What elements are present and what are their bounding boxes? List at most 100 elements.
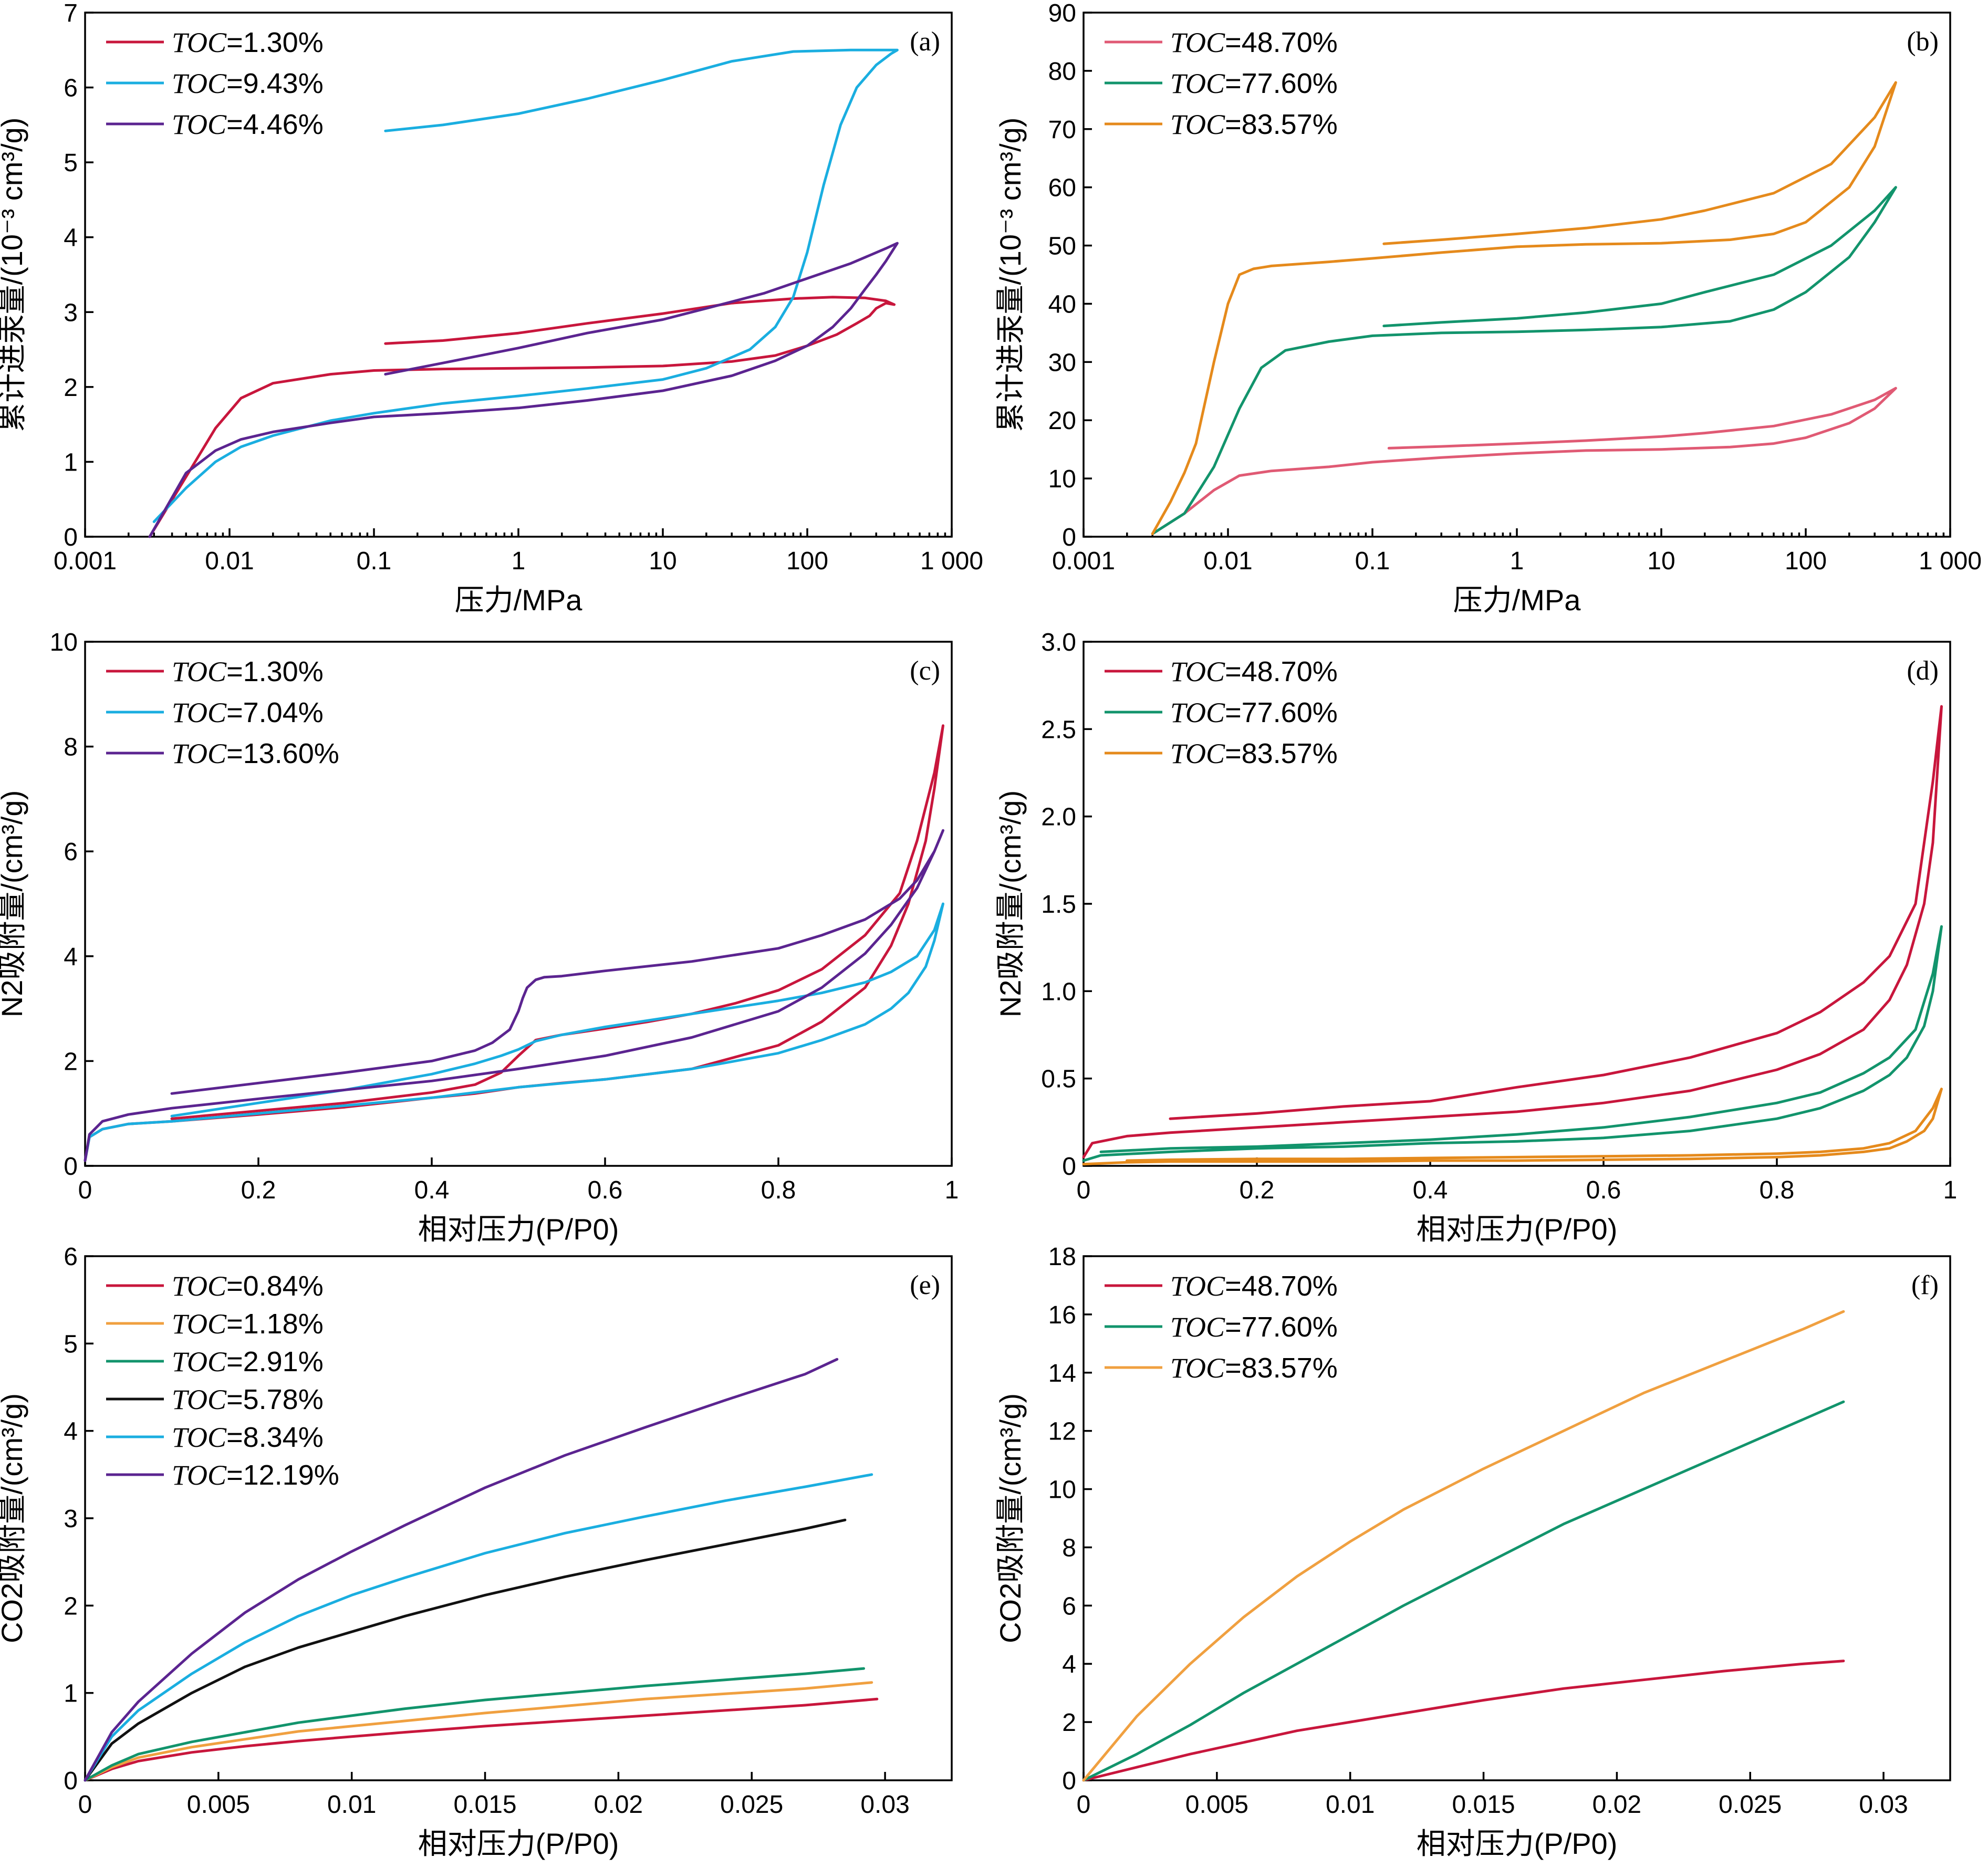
x-axis-title: 相对压力(P/P0) <box>1417 1213 1618 1246</box>
legend-entry-value: =77.60% <box>1225 1311 1338 1343</box>
x-tick-label: 0.8 <box>761 1176 796 1204</box>
y-tick-label: 60 <box>1048 174 1076 202</box>
x-tick-label: 1 <box>1510 547 1524 575</box>
x-tick-label: 0.005 <box>1185 1791 1248 1819</box>
y-tick-label: 0 <box>64 1767 78 1795</box>
x-tick-label: 10 <box>649 547 676 575</box>
legend-entry-value: =0.84% <box>226 1270 324 1302</box>
panel-label: (d) <box>1907 656 1939 686</box>
chart-panel-e: 0 0.005 0.01 0.015 0.02 0.025 0.03 0 1 2 3 4 5 6 相对压力(… <box>0 1243 953 1860</box>
y-tick-label: 10 <box>50 629 78 656</box>
x-tick-label: 0 <box>1077 1791 1091 1819</box>
x-tick-label: 0.025 <box>1719 1791 1782 1819</box>
series-line-toc-1-30- <box>148 296 896 538</box>
y-tick-label: 2 <box>64 1048 78 1076</box>
legend-entry-value: =4.46% <box>226 109 324 140</box>
x-tick-label: 1 000 <box>920 547 983 575</box>
legend-entry-prefix: TOC <box>172 738 227 769</box>
series-line-toc-77-60- <box>1082 925 1943 1162</box>
y-tick-label: 4 <box>64 224 78 252</box>
y-tick-label: 1.5 <box>1041 891 1076 919</box>
legend-entry-prefix: TOC <box>1170 109 1225 140</box>
legend-entry-prefix: TOC <box>172 1308 227 1340</box>
y-tick-label: 1 <box>64 1680 78 1708</box>
legend-entry-value: =48.70% <box>1225 656 1338 687</box>
series-line-toc-7-04- <box>84 902 944 1162</box>
y-axis-title: 累计进汞量/(10⁻³ cm³/g) <box>994 118 1027 432</box>
y-tick-label: 6 <box>64 1243 78 1271</box>
x-tick-label: 0.025 <box>720 1791 783 1819</box>
x-tick-label: 0.8 <box>1760 1176 1795 1204</box>
y-tick-label: 6 <box>64 838 78 866</box>
series-line-toc-9-43- <box>152 48 899 523</box>
x-tick-label: 0.1 <box>357 547 392 575</box>
y-tick-label: 12 <box>1048 1418 1076 1446</box>
y-tick-label: 4 <box>1062 1651 1076 1678</box>
x-tick-label: 0.02 <box>1593 1791 1641 1819</box>
y-axis-title: CO2吸附量/(cm³/g) <box>0 1393 28 1643</box>
x-tick-label: 0.01 <box>1203 547 1252 575</box>
legend-entry: TOC=48.70% <box>1170 27 1338 58</box>
series-line-toc-2-91- <box>84 1667 865 1782</box>
legend-entry-value: =2.91% <box>226 1346 324 1377</box>
x-tick-label: 0.4 <box>414 1176 450 1204</box>
legend-entry: TOC=48.70% <box>1170 656 1338 687</box>
series-line-toc-77-60- <box>1151 186 1897 535</box>
legend-entry-prefix: TOC <box>172 1459 227 1491</box>
legend-entry-prefix: TOC <box>1170 68 1225 99</box>
series-line-toc-83-57- <box>1082 1088 1943 1166</box>
legend-entry-value: =7.04% <box>226 697 324 728</box>
legend-entry-value: =83.57% <box>1225 1352 1338 1384</box>
y-tick-label: 7 <box>64 0 78 27</box>
x-tick-label: 0.001 <box>54 547 117 575</box>
legend-entry: TOC=4.46% <box>172 109 324 140</box>
plot-frame <box>84 641 953 1167</box>
y-tick-label: 1.0 <box>1041 978 1076 1006</box>
legend-entry-prefix: TOC <box>172 697 227 728</box>
legend-entry-prefix: TOC <box>1170 1311 1225 1343</box>
legend-entry-value: =1.30% <box>226 656 324 687</box>
legend-entry-prefix: TOC <box>172 68 227 99</box>
y-tick-label: 90 <box>1048 0 1076 27</box>
x-tick-label: 0.02 <box>594 1791 643 1819</box>
x-tick-label: 0.005 <box>187 1791 250 1819</box>
panel-label: (c) <box>910 656 940 686</box>
series-line-toc-83-57- <box>1151 81 1897 535</box>
chart-panel-c: 0 0.2 0.4 0.6 0.8 10246810相对压力(P/P0)N2吸附量/(cm… <box>0 629 959 1246</box>
legend-entry-prefix: TOC <box>172 1270 227 1302</box>
y-tick-label: 8 <box>1062 1534 1076 1562</box>
legend-entry-prefix: TOC <box>1170 656 1225 687</box>
y-tick-label: 16 <box>1048 1301 1076 1329</box>
x-tick-label: 0.001 <box>1052 547 1115 575</box>
panel-label: (a) <box>910 27 940 57</box>
legend-entry: TOC=1.18% <box>172 1308 324 1340</box>
x-tick-label: 0.01 <box>1326 1791 1375 1819</box>
x-tick-label: 1 <box>1943 1176 1958 1204</box>
x-tick-label: 0.6 <box>1586 1176 1621 1204</box>
legend-entry: TOC=77.60% <box>1170 1311 1338 1343</box>
y-tick-label: 6 <box>1062 1592 1076 1620</box>
legend-entry-prefix: TOC <box>1170 738 1225 769</box>
x-tick-label: 10 <box>1647 547 1675 575</box>
y-tick-label: 2 <box>1062 1709 1076 1737</box>
y-tick-label: 40 <box>1048 290 1076 318</box>
legend-entry-value: =1.30% <box>226 27 324 58</box>
legend-entry: TOC=83.57% <box>1170 109 1338 140</box>
x-axis-title: 相对压力(P/P0) <box>1417 1827 1618 1860</box>
y-tick-label: 3.0 <box>1041 629 1076 656</box>
series-line-toc-83-57- <box>1082 1310 1845 1782</box>
legend-entry-value: =9.43% <box>226 68 324 99</box>
legend-entry-value: =83.57% <box>1225 109 1338 140</box>
x-axis-title: 压力/MPa <box>1453 583 1581 617</box>
legend-entry-prefix: TOC <box>1170 27 1225 58</box>
series-line-toc-4-46- <box>148 242 899 538</box>
legend-entry: TOC=2.91% <box>172 1346 324 1377</box>
legend-entry: TOC=77.60% <box>1170 68 1338 99</box>
x-tick-label: 1 <box>512 547 526 575</box>
x-tick-label: 0.1 <box>1355 547 1390 575</box>
chart-panel-a: 0.001 0.01 0.1 1 10 100 1 000 0 1 2 3 4 5 6 7 压力/MPa 累计进… <box>0 0 983 617</box>
legend-entry: TOC=83.57% <box>1170 738 1338 769</box>
y-tick-label: 30 <box>1048 349 1076 377</box>
x-axis-title: 相对压力(P/P0) <box>418 1213 619 1246</box>
legend-entry-prefix: TOC <box>172 109 227 140</box>
